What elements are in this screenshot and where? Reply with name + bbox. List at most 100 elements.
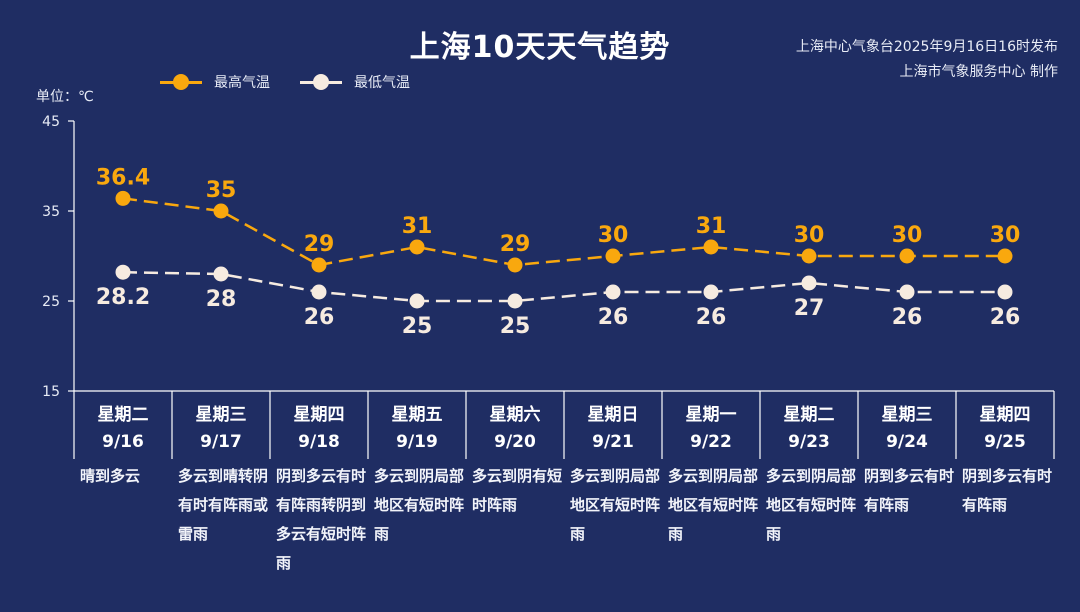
day-header: 星期四 9/18 — [270, 392, 368, 460]
date-label: 9/16 — [102, 432, 144, 452]
day-header: 星期三 9/24 — [858, 392, 956, 460]
day-column: 星期日 9/21 多云到阴局部地区有短时阵雨 — [564, 392, 662, 549]
chart-title: 上海10天天气趋势 — [409, 30, 671, 65]
weekday-label: 星期三 — [881, 405, 933, 425]
weather-description: 多云到阴局部地区有短时阵雨 — [374, 467, 465, 543]
day-column: 星期六 9/20 多云到阴有短时阵雨 — [466, 392, 564, 520]
day-column: 星期四 9/25 阴到多云有时有阵雨 — [956, 392, 1054, 520]
weekday-label: 星期五 — [391, 405, 443, 425]
date-label: 9/24 — [886, 432, 928, 452]
weekday-label: 星期二 — [783, 405, 835, 425]
weekday-label: 星期六 — [489, 405, 541, 425]
day-column: 星期二 9/16 晴到多云 — [74, 392, 172, 491]
day-header: 星期一 9/22 — [662, 392, 760, 460]
data-point-low — [409, 293, 425, 309]
series-line-low — [122, 270, 1005, 303]
weather-description: 晴到多云 — [80, 467, 141, 485]
y-axis-unit-label: 单位：℃ — [36, 89, 94, 105]
data-point-high — [409, 239, 425, 255]
data-label-high: 30 — [794, 223, 825, 248]
day-header: 星期六 9/20 — [466, 392, 564, 460]
series-line-high — [122, 197, 1005, 267]
data-label-high: 31 — [696, 214, 727, 239]
data-point-low — [703, 284, 719, 300]
weather-description: 阴到多云有时有阵雨 — [962, 467, 1053, 514]
date-label: 9/18 — [298, 432, 340, 452]
data-point-low — [801, 275, 817, 291]
data-label-high: 36.4 — [96, 165, 150, 190]
day-header: 星期日 9/21 — [564, 392, 662, 460]
data-label-high: 29 — [500, 232, 531, 257]
day-column: 星期三 9/24 阴到多云有时有阵雨 — [858, 392, 956, 520]
legend-swatch-low — [300, 73, 342, 91]
date-label: 9/25 — [984, 432, 1026, 452]
data-point-high — [997, 248, 1013, 264]
data-label-high: 31 — [402, 214, 433, 239]
issuer-line-1: 上海中心气象台2025年9月16日16时发布 — [795, 39, 1058, 55]
date-label: 9/19 — [396, 432, 438, 452]
data-point-low — [899, 284, 915, 300]
y-tick-label: 25 — [42, 294, 60, 310]
day-header: 星期三 9/17 — [172, 392, 270, 460]
legend: 最高气温 最低气温 — [160, 72, 440, 92]
data-label-high: 30 — [892, 223, 923, 248]
data-label-low: 26 — [304, 305, 335, 330]
data-point-low — [213, 266, 229, 282]
day-header: 星期五 9/19 — [368, 392, 466, 460]
day-column: 星期四 9/18 阴到多云有时有阵雨转阴到多云有短时阵雨 — [270, 392, 368, 578]
data-point-high — [703, 239, 719, 255]
weekday-label: 星期三 — [195, 405, 247, 425]
day-header: 星期四 9/25 — [956, 392, 1054, 460]
issuer-info: 上海中心气象台2025年9月16日16时发布 上海市气象服务中心 制作 — [796, 35, 1058, 85]
data-point-low — [605, 284, 621, 300]
weather-description: 多云到阴局部地区有短时阵雨 — [668, 467, 759, 543]
weather-description: 多云到阴局部地区有短时阵雨 — [570, 467, 661, 543]
weather-description: 阴到多云有时有阵雨转阴到多云有短时阵雨 — [276, 467, 367, 572]
weekday-label: 星期四 — [293, 405, 345, 425]
data-label-high: 30 — [598, 223, 629, 248]
data-point-low — [115, 264, 131, 280]
date-label: 9/22 — [690, 432, 732, 452]
data-label-low: 26 — [990, 305, 1021, 330]
legend-item-low: 最低气温 — [300, 72, 410, 92]
day-header: 星期二 9/23 — [760, 392, 858, 460]
data-point-high — [213, 203, 229, 219]
day-column: 星期五 9/19 多云到阴局部地区有短时阵雨 — [368, 392, 466, 549]
data-label-low: 28 — [206, 287, 237, 312]
data-point-high — [311, 257, 327, 273]
date-label: 9/23 — [788, 432, 830, 452]
data-label-low: 26 — [598, 305, 629, 330]
data-label-high: 30 — [990, 223, 1021, 248]
data-label-low: 25 — [402, 314, 433, 339]
date-label: 9/20 — [494, 432, 536, 452]
data-label-low: 26 — [696, 305, 727, 330]
weekday-label: 星期日 — [587, 405, 639, 425]
data-label-low: 26 — [892, 305, 923, 330]
data-point-low — [997, 284, 1013, 300]
data-point-high — [507, 257, 523, 273]
legend-swatch-high — [160, 73, 202, 91]
data-label-low: 25 — [500, 314, 531, 339]
weekday-label: 星期一 — [685, 405, 737, 425]
data-point-high — [801, 248, 817, 264]
data-point-low — [311, 284, 327, 300]
y-tick-label: 35 — [42, 204, 60, 220]
weather-description: 多云到阴局部地区有短时阵雨 — [766, 467, 857, 543]
weekday-label: 星期二 — [97, 405, 149, 425]
legend-item-high: 最高气温 — [160, 72, 270, 92]
weather-description: 阴到多云有时有阵雨 — [864, 467, 955, 514]
data-point-high — [899, 248, 915, 264]
weather-description: 多云到阴有短时阵雨 — [472, 467, 563, 514]
data-point-high — [605, 248, 621, 264]
date-label: 9/21 — [592, 432, 634, 452]
data-point-high — [115, 190, 131, 206]
issuer-line-2: 上海市气象服务中心 制作 — [899, 64, 1058, 80]
data-point-low — [507, 293, 523, 309]
day-header: 星期二 9/16 — [74, 392, 172, 460]
weekday-label: 星期四 — [979, 405, 1031, 425]
weather-description: 多云到晴转阴有时有阵雨或雷雨 — [178, 467, 269, 543]
data-label-low: 28.2 — [96, 285, 150, 310]
day-column: 星期三 9/17 多云到晴转阴有时有阵雨或雷雨 — [172, 392, 270, 549]
data-label-low: 27 — [794, 296, 825, 321]
